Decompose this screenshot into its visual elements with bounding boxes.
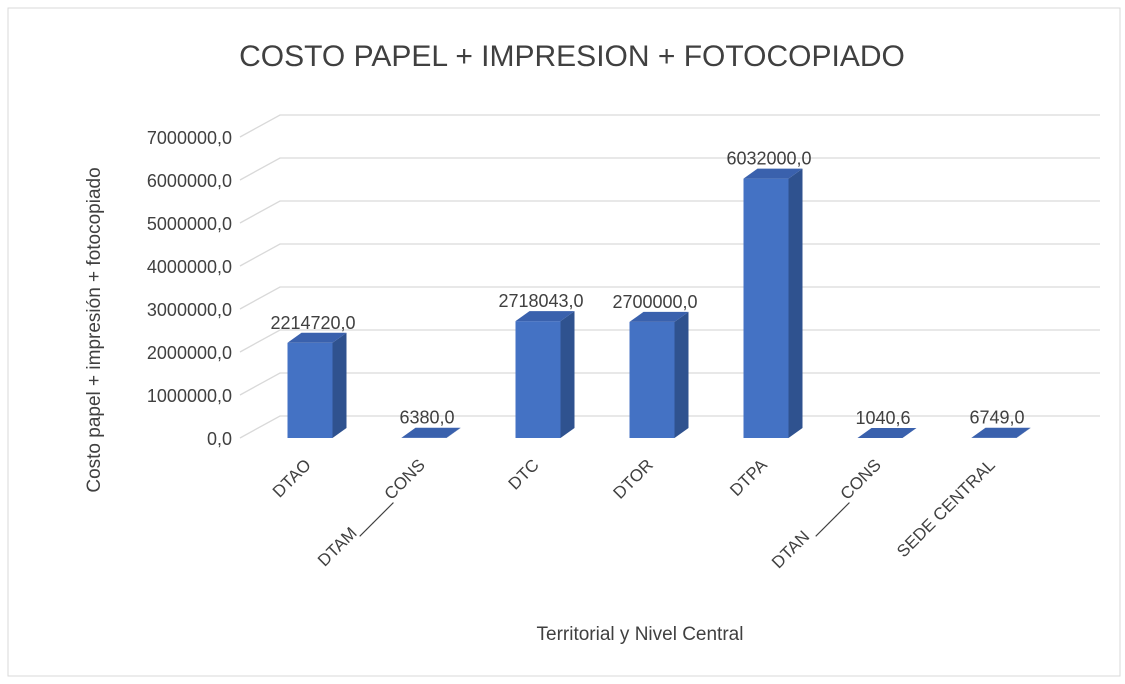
y-tick-label: 6000000,0 xyxy=(147,171,232,191)
y-tick-label: 5000000,0 xyxy=(147,214,232,234)
data-label: 1040,6 xyxy=(855,408,910,428)
bar xyxy=(516,321,561,438)
data-label: 6749,0 xyxy=(969,408,1024,428)
data-label: 2214720,0 xyxy=(270,313,355,333)
bar-side xyxy=(333,333,347,438)
bar xyxy=(744,179,789,438)
data-label: 6380,0 xyxy=(399,408,454,428)
chart-title: COSTO PAPEL + IMPRESION + FOTOCOPIADO xyxy=(239,40,905,73)
data-label: 2700000,0 xyxy=(612,292,697,312)
y-tick-label: 0,0 xyxy=(207,429,232,449)
bar-side xyxy=(561,311,575,438)
y-tick-label: 3000000,0 xyxy=(147,300,232,320)
y-tick-label: 7000000,0 xyxy=(147,128,232,148)
bar xyxy=(288,343,333,438)
x-axis-title: Territorial y Nivel Central xyxy=(537,624,744,645)
y-axis-title: Costo papel + impresión + fotocopiado xyxy=(84,167,105,492)
data-label: 2718043,0 xyxy=(498,291,583,311)
bar-side xyxy=(675,312,689,438)
bar-side xyxy=(789,169,803,438)
data-label: 6032000,0 xyxy=(726,149,811,169)
y-tick-label: 4000000,0 xyxy=(147,257,232,277)
y-tick-label: 1000000,0 xyxy=(147,386,232,406)
y-tick-label: 2000000,0 xyxy=(147,343,232,363)
bar xyxy=(630,322,675,438)
